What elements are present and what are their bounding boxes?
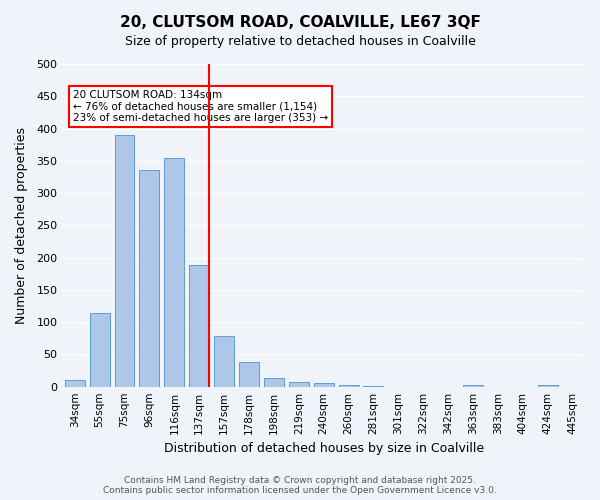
Y-axis label: Number of detached properties: Number of detached properties bbox=[15, 127, 28, 324]
Bar bbox=[139, 170, 160, 386]
Bar bbox=[115, 135, 134, 386]
Bar bbox=[239, 362, 259, 386]
X-axis label: Distribution of detached houses by size in Coalville: Distribution of detached houses by size … bbox=[164, 442, 484, 455]
Bar bbox=[264, 378, 284, 386]
Text: Contains HM Land Registry data © Crown copyright and database right 2025.
Contai: Contains HM Land Registry data © Crown c… bbox=[103, 476, 497, 495]
Bar bbox=[314, 384, 334, 386]
Bar bbox=[463, 384, 483, 386]
Text: 20 CLUTSOM ROAD: 134sqm
← 76% of detached houses are smaller (1,154)
23% of semi: 20 CLUTSOM ROAD: 134sqm ← 76% of detache… bbox=[73, 90, 328, 123]
Bar bbox=[65, 380, 85, 386]
Bar bbox=[289, 382, 309, 386]
Bar bbox=[89, 313, 110, 386]
Text: 20, CLUTSOM ROAD, COALVILLE, LE67 3QF: 20, CLUTSOM ROAD, COALVILLE, LE67 3QF bbox=[119, 15, 481, 30]
Bar bbox=[189, 266, 209, 386]
Bar bbox=[538, 384, 557, 386]
Bar bbox=[164, 158, 184, 386]
Bar bbox=[338, 384, 359, 386]
Text: Size of property relative to detached houses in Coalville: Size of property relative to detached ho… bbox=[125, 35, 475, 48]
Bar bbox=[214, 336, 234, 386]
